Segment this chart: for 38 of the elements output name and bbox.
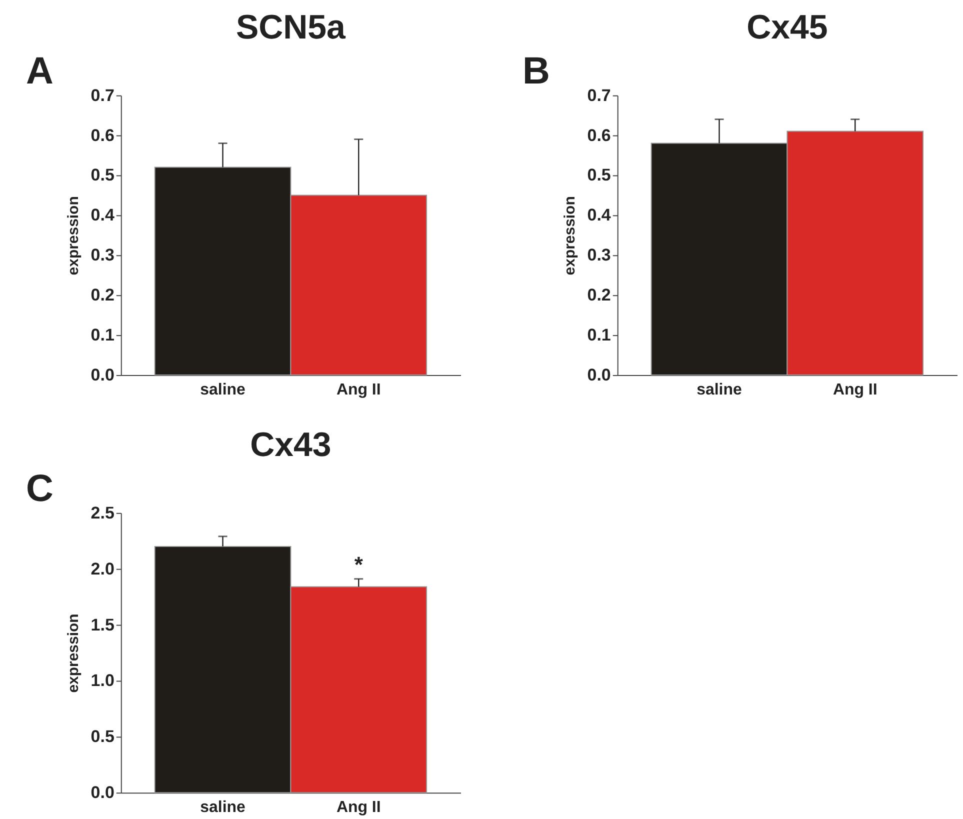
y-tick-label: 0.3 <box>90 246 114 265</box>
y-tick-label: 0.0 <box>587 366 611 385</box>
y-axis-title: expression <box>64 196 82 276</box>
annotation: * <box>354 552 364 577</box>
y-tick-label: 0.2 <box>587 286 611 305</box>
x-tick-label: saline <box>200 382 246 399</box>
y-tick-label: 0.6 <box>90 126 114 145</box>
y-tick-label: 0.1 <box>90 326 114 345</box>
y-tick-label: 0.3 <box>587 246 611 265</box>
y-tick-label: 0.0 <box>90 366 114 385</box>
x-tick-label: saline <box>200 799 246 816</box>
y-tick-label: 1.0 <box>90 671 114 690</box>
x-tick-label: Ang II <box>832 382 878 399</box>
y-tick-label: 0.1 <box>587 326 611 345</box>
y-tick-label: 0.6 <box>587 126 611 145</box>
y-tick-label: 0.7 <box>587 86 611 105</box>
y-tick-label: 0.5 <box>90 166 114 185</box>
y-tick-label: 0.2 <box>90 286 114 305</box>
text: A <box>26 50 54 92</box>
y-tick-label: 0.5 <box>587 166 611 185</box>
y-tick-label: 2.5 <box>90 503 114 522</box>
y-tick-label: 0.5 <box>90 727 114 746</box>
y-axis-title: expression <box>561 196 578 276</box>
x-tick-label: Ang II <box>336 382 381 399</box>
y-tick-label: 2.0 <box>90 559 114 578</box>
chart-title: SCN5a <box>236 8 347 46</box>
x-tick-label: Ang II <box>336 799 381 816</box>
y-axis-title: expression <box>64 614 82 693</box>
chart-title: Cx45 <box>746 8 828 46</box>
y-tick-label: 1.5 <box>90 615 114 634</box>
y-tick-label: 0.4 <box>587 206 612 225</box>
text: C <box>26 468 54 510</box>
text: B <box>522 50 550 92</box>
y-tick-label: 0.4 <box>90 206 115 225</box>
y-tick-label: 0.0 <box>90 783 114 802</box>
x-tick-label: saline <box>696 382 742 399</box>
chart-title: Cx43 <box>250 426 332 464</box>
y-tick-label: 0.7 <box>90 86 114 105</box>
